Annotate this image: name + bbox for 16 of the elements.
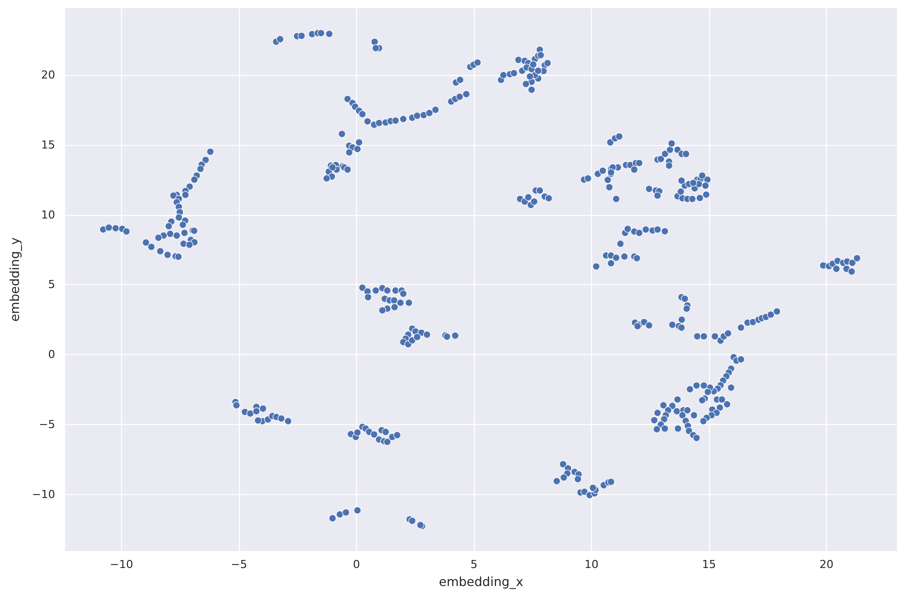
x-tick-label: 20 [820, 558, 834, 571]
x-tick-label: −10 [110, 558, 134, 571]
y-tick-label: −10 [32, 488, 56, 501]
y-tick-label: 20 [41, 68, 56, 82]
y-tick-label: 0 [48, 348, 56, 362]
x-tick-label: 15 [702, 558, 716, 571]
y-tick-label: 5 [48, 278, 56, 292]
x-tick-label: 10 [584, 558, 599, 571]
x-tick-label: 5 [470, 558, 478, 571]
x-tick-label: 0 [353, 558, 360, 571]
y-tick-label: 15 [41, 138, 56, 152]
x-tick-label: −5 [230, 558, 248, 571]
x-axis-title: embedding_x [438, 574, 524, 589]
y-axis-title: embedding_y [7, 236, 22, 322]
y-tick-label: 10 [41, 208, 56, 222]
y-tick-label: −5 [38, 418, 56, 432]
